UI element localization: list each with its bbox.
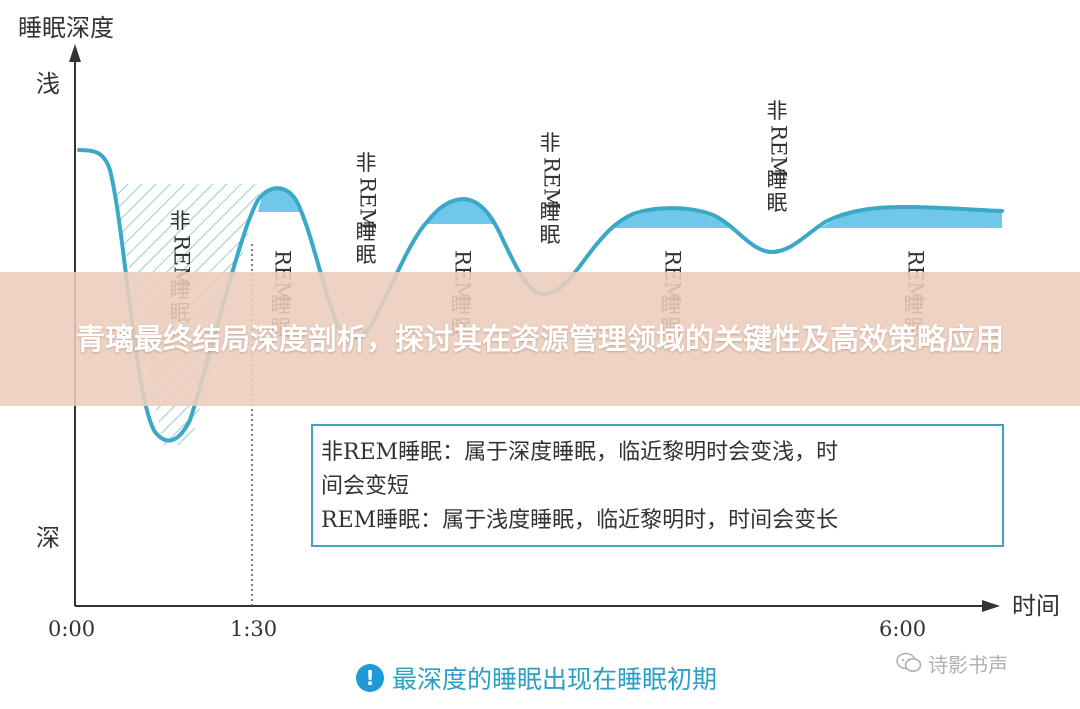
legend-nrem-line: 非REM睡眠：属于深度睡眠，临近黎明时会变浅，时: [321, 440, 839, 465]
phase-label-nrem-2-rem-part: REM: [356, 177, 380, 230]
sleep-depth-curve: [77, 148, 1004, 443]
x-tick-0: 0:00: [48, 617, 95, 641]
y-axis-arrow: [69, 44, 81, 62]
phase-label-nrem-4-rem-part: REM: [767, 125, 791, 178]
legend-box: 非REM睡眠：属于深度睡眠，临近黎明时会变浅，时 间会变短 REM睡眠：属于浅度…: [311, 424, 1004, 547]
footnote: ! 最深度的睡眠出现在睡眠初期: [356, 660, 717, 696]
phase-label-nrem-4: 非REM睡眠: [767, 99, 791, 215]
phase-label-nrem-4-char: 非: [767, 99, 788, 123]
legend-nrem-line-continued: 间会变短: [321, 474, 410, 499]
phase-label-nrem-4-char: 睡: [767, 168, 788, 192]
phase-label-nrem-2-char: 睡: [356, 220, 377, 244]
x-tick-2: 6:00: [879, 617, 926, 641]
y-top-label: 浅: [36, 70, 60, 98]
x-axis-arrow: [982, 600, 1000, 612]
wechat-icon: [896, 652, 922, 672]
y-bottom-label: 深: [36, 524, 60, 552]
watermark: 诗影书声: [896, 645, 1008, 681]
banner-title: 青璃最终结局深度剖析，探讨其在资源管理领域的关键性及高效策略应用: [75, 322, 1004, 356]
legend-rem-line: REM睡眠：属于浅度睡眠，临近黎明时，时间会变长: [321, 508, 839, 533]
phase-label-nrem-3-char: 睡: [540, 200, 561, 224]
phase-label-nrem-3: 非REM睡眠: [540, 131, 564, 247]
phase-label-nrem-3-char: 非: [540, 131, 561, 155]
rem-fill-4: [820, 207, 1002, 228]
phase-label-nrem-1-char: 非: [170, 209, 191, 233]
watermark-text: 诗影书声: [928, 652, 1008, 677]
y-axis-title: 睡眠深度: [18, 14, 114, 42]
phase-label-nrem-3-char: 眠: [540, 223, 561, 247]
x-tick-1: 1:30: [230, 617, 277, 641]
phase-label-nrem-3-rem-part: REM: [540, 157, 564, 210]
title-banner: 青璃最终结局深度剖析，探讨其在资源管理领域的关键性及高效策略应用: [0, 272, 1080, 406]
phase-label-nrem-2-char: 眠: [356, 243, 377, 267]
footnote-text: 最深度的睡眠出现在睡眠初期: [392, 665, 718, 694]
rem-fill-3: [611, 209, 733, 228]
phase-label-nrem-2: 非REM睡眠: [356, 151, 380, 267]
info-icon: !: [356, 664, 384, 692]
x-axis-title: 时间: [1012, 592, 1060, 620]
phase-label-nrem-2-char: 非: [356, 151, 377, 175]
phase-label-nrem-4-char: 眠: [767, 191, 788, 215]
